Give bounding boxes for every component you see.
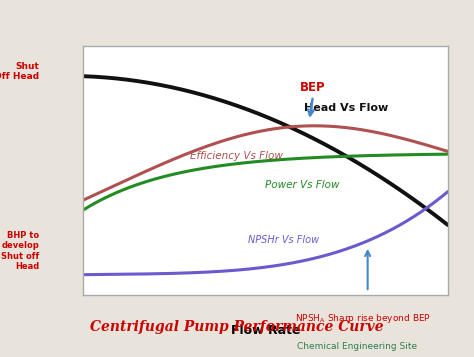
Text: NPSH$_\mathregular{A}$ Sharp rise beyond BEP: NPSH$_\mathregular{A}$ Sharp rise beyond… <box>295 312 430 325</box>
Text: BHP to
develop
Shut off
Head: BHP to develop Shut off Head <box>1 231 39 271</box>
Text: NPSHr Vs Flow: NPSHr Vs Flow <box>248 235 319 245</box>
Text: Flow Rate: Flow Rate <box>231 324 300 337</box>
Text: Power Vs Flow: Power Vs Flow <box>264 180 339 190</box>
Text: Shut
Off Head: Shut Off Head <box>0 61 39 81</box>
Text: Efficiency Vs Flow: Efficiency Vs Flow <box>190 151 283 161</box>
Text: Chemical Engineering Site: Chemical Engineering Site <box>297 342 417 351</box>
Text: BEP: BEP <box>300 81 326 94</box>
Text: Head Vs Flow: Head Vs Flow <box>304 104 388 114</box>
Text: Centrifugal Pump Performance Curve: Centrifugal Pump Performance Curve <box>90 320 384 334</box>
